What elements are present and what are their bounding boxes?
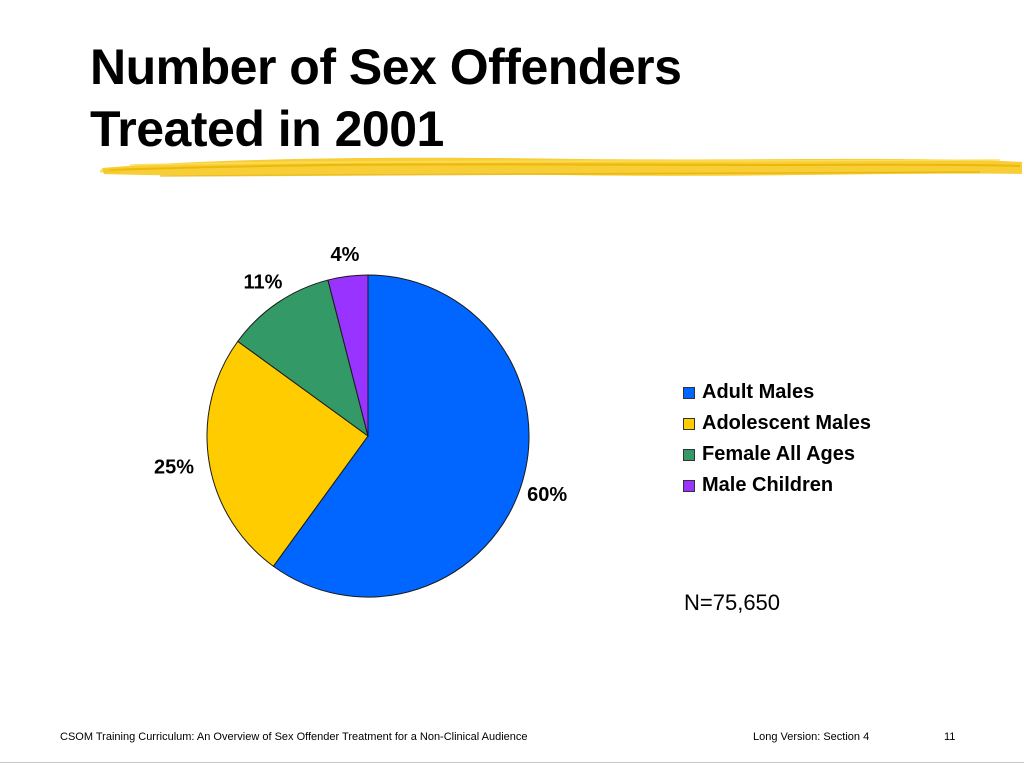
legend-item: Adolescent Males <box>683 408 871 439</box>
slice-adolescent-males <box>206 340 369 567</box>
slice-adult-males <box>272 274 530 598</box>
legend-item: Male Children <box>683 470 871 501</box>
legend-swatch <box>683 479 695 492</box>
legend-label: Male Children <box>702 474 834 496</box>
slice-female-all-ages <box>237 279 369 438</box>
legend-swatch <box>683 386 695 399</box>
slice-percent-label: 4% <box>331 244 360 266</box>
chart-legend: Adult Males Adolescent Males Female All … <box>683 377 871 501</box>
legend-item: Adult Males <box>683 377 871 408</box>
slice-percent-label: 60% <box>527 484 567 506</box>
slice-percent-label: 25% <box>154 457 194 479</box>
slide-title: Number of Sex Offenders Treated in 2001 <box>90 36 890 160</box>
title-underline-brushstroke <box>100 157 1022 177</box>
footer-course-title: CSOM Training Curriculum: An Overview of… <box>60 731 528 743</box>
legend-label: Female All Ages <box>702 443 856 465</box>
slice-percent-label: 11% <box>244 272 283 294</box>
legend-item: Female All Ages <box>683 439 871 470</box>
title-line-1: Number of Sex Offenders <box>90 39 682 95</box>
legend-label: Adult Males <box>702 381 815 403</box>
page-number: 11 <box>944 731 956 743</box>
title-line-2: Treated in 2001 <box>90 101 444 157</box>
legend-swatch <box>683 417 695 430</box>
slice-male-children <box>327 274 369 437</box>
footer-divider <box>0 762 1024 763</box>
legend-label: Adolescent Males <box>702 412 871 434</box>
sample-size-label: N=75,650 <box>684 590 781 615</box>
footer-section: Long Version: Section 4 <box>753 731 870 743</box>
legend-swatch <box>683 448 695 461</box>
